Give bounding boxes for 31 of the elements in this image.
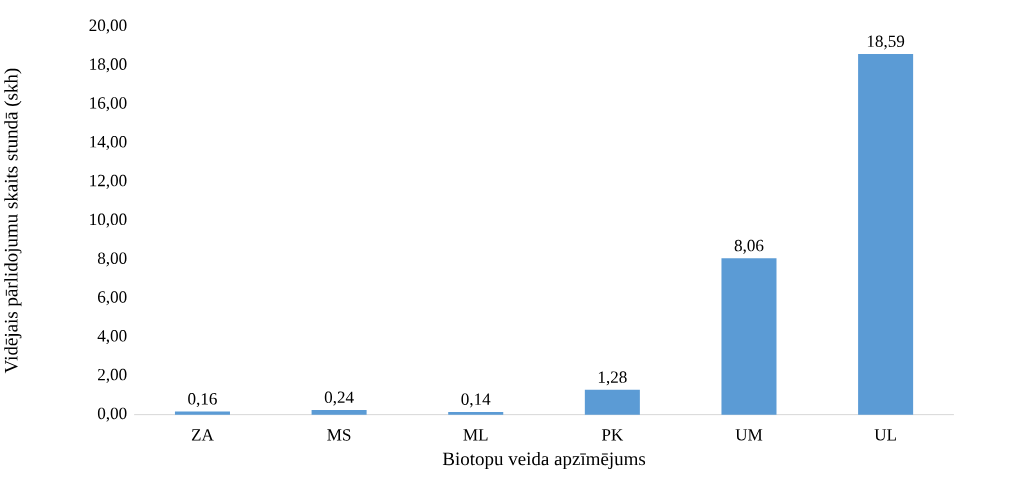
y-axis-title: Vidējais pārlidojumu skaits stundā (skh) <box>4 68 22 374</box>
x-tick-label: MS <box>327 429 351 441</box>
data-label: 0,24 <box>324 391 354 406</box>
data-label: 1,28 <box>598 371 627 386</box>
bar <box>311 410 367 415</box>
x-tick-label: UM <box>735 429 763 441</box>
y-tick-label: 14,00 <box>90 136 127 151</box>
y-tick-label: 2,00 <box>98 368 127 383</box>
x-axis-title: Biotopu veida apzīmējums <box>442 452 646 470</box>
y-tick-label: 0,00 <box>97 407 127 422</box>
bar <box>174 411 230 415</box>
x-tick-label: ML <box>463 429 488 441</box>
bar <box>584 389 640 415</box>
bar <box>448 412 504 415</box>
data-label: 0,14 <box>461 393 491 408</box>
y-tick-label: 4,00 <box>97 330 127 345</box>
x-tick-label: PK <box>601 429 624 441</box>
x-tick-label: UL <box>874 429 896 441</box>
y-tick-label: 8,00 <box>97 252 127 267</box>
y-tick-label: 12,00 <box>90 174 127 189</box>
bar <box>858 54 914 415</box>
data-label: 0,16 <box>188 393 217 408</box>
data-label: 18,59 <box>867 35 905 50</box>
y-tick-label: 6,00 <box>98 291 127 306</box>
bar <box>721 258 777 415</box>
y-tick-label: 18,00 <box>90 58 127 73</box>
data-label: 8,06 <box>734 239 764 254</box>
y-tick-label: 16,00 <box>90 97 127 112</box>
y-tick-label: 20,00 <box>89 19 127 34</box>
x-tick-label: ZA <box>191 429 214 441</box>
y-tick-label: 10,00 <box>90 213 127 228</box>
